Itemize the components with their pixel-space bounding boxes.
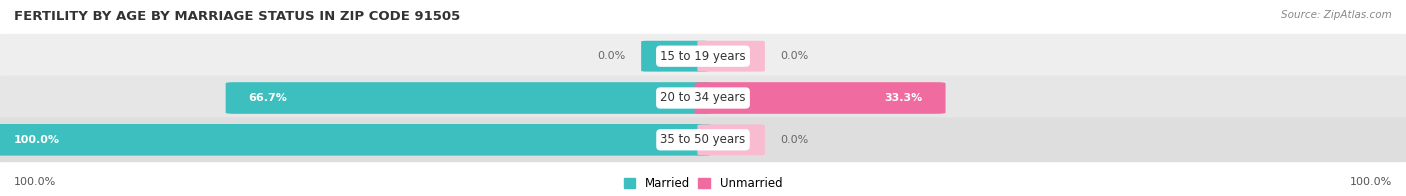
Text: 15 to 19 years: 15 to 19 years [661,50,745,63]
FancyBboxPatch shape [641,41,709,72]
FancyBboxPatch shape [0,34,1406,79]
Text: 100.0%: 100.0% [1350,177,1392,187]
FancyBboxPatch shape [0,124,711,156]
Text: 0.0%: 0.0% [780,135,808,145]
Text: Source: ZipAtlas.com: Source: ZipAtlas.com [1281,10,1392,20]
Text: 0.0%: 0.0% [780,51,808,61]
Text: 0.0%: 0.0% [598,51,626,61]
FancyBboxPatch shape [225,82,711,114]
FancyBboxPatch shape [695,82,945,114]
Text: FERTILITY BY AGE BY MARRIAGE STATUS IN ZIP CODE 91505: FERTILITY BY AGE BY MARRIAGE STATUS IN Z… [14,10,460,23]
FancyBboxPatch shape [0,76,1406,120]
Text: 100.0%: 100.0% [14,135,60,145]
FancyBboxPatch shape [697,124,765,155]
Text: 33.3%: 33.3% [884,93,922,103]
Text: 66.7%: 66.7% [247,93,287,103]
FancyBboxPatch shape [697,41,765,72]
FancyBboxPatch shape [0,117,1406,162]
Text: 100.0%: 100.0% [14,177,56,187]
Legend: Married, Unmarried: Married, Unmarried [624,177,782,190]
Text: 20 to 34 years: 20 to 34 years [661,92,745,104]
Text: 35 to 50 years: 35 to 50 years [661,133,745,146]
